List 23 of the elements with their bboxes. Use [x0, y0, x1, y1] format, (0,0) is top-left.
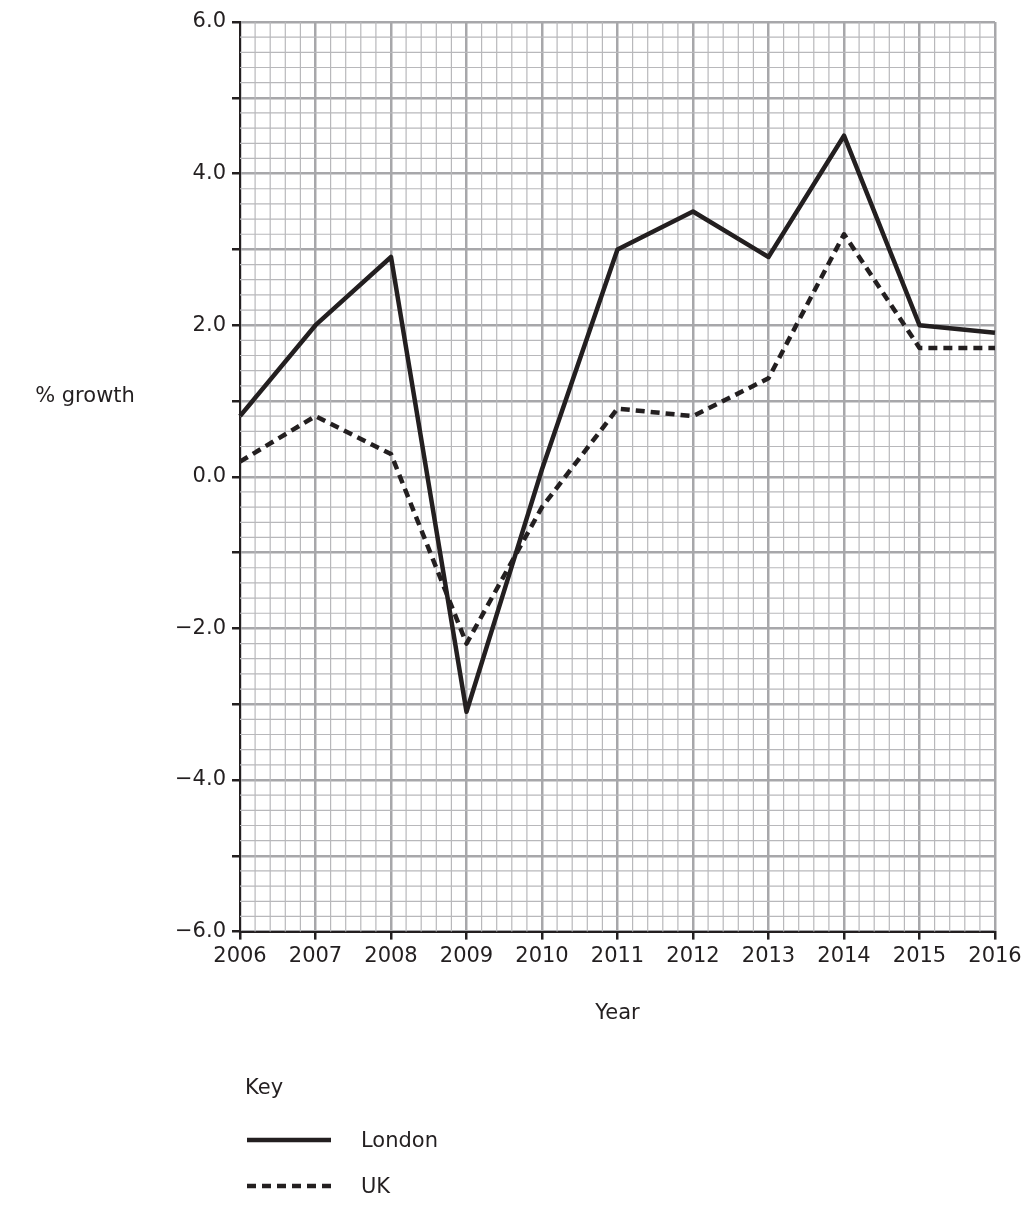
x-tick-label: 2011	[590, 942, 645, 967]
x-tick-label: 2012	[666, 942, 720, 967]
x-tick-label: 2014	[817, 942, 871, 967]
x-tick-label: 2015	[892, 942, 947, 967]
x-tick-label: 2013	[741, 942, 796, 967]
legend-label: UK	[361, 1174, 391, 1198]
x-tick-label: 2009	[439, 942, 494, 967]
y-tick-label: 4.0	[192, 160, 226, 185]
y-tick-label: 6.0	[192, 8, 226, 33]
y-tick-label: −6.0	[175, 918, 226, 943]
legend-label: London	[361, 1128, 438, 1152]
y-tick-label: −4.0	[175, 766, 226, 791]
x-axis-title: Year	[594, 999, 641, 1024]
y-tick-label: −2.0	[175, 614, 226, 639]
x-tick-label: 2007	[288, 942, 343, 967]
y-tick-label: 0.0	[192, 463, 226, 488]
y-axis-title: % growth	[35, 383, 135, 408]
legend-title: Key	[245, 1075, 285, 1099]
y-tick-label: 2.0	[192, 311, 226, 336]
x-tick-label: 2010	[515, 942, 569, 967]
x-tick-label: 2006	[213, 942, 267, 967]
x-tick-label: 2016	[968, 942, 1022, 967]
x-tick-label: 2008	[364, 942, 418, 967]
